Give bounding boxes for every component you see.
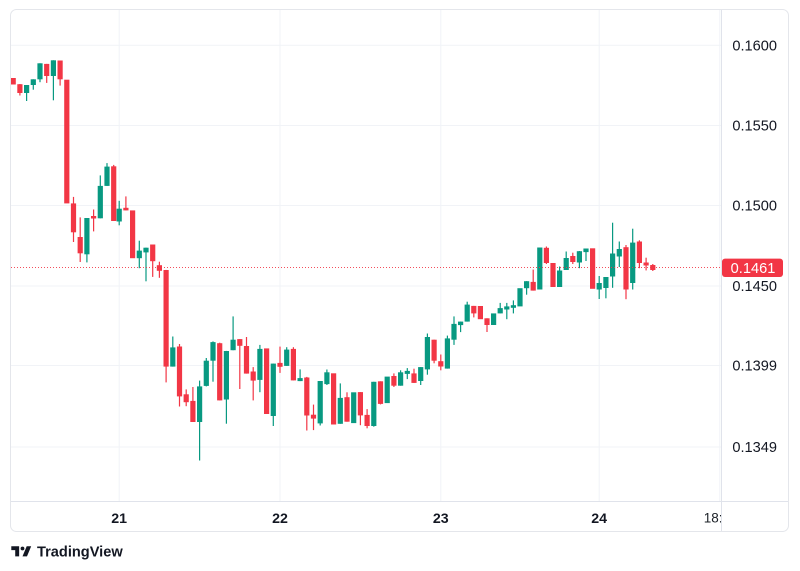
svg-text:0.1550: 0.1550: [732, 119, 777, 135]
svg-text:0.1461: 0.1461: [731, 261, 776, 277]
svg-text:0.1600: 0.1600: [732, 39, 777, 55]
svg-text:21: 21: [111, 511, 127, 527]
svg-text:24: 24: [591, 511, 607, 527]
svg-text:0.1399: 0.1399: [732, 359, 777, 375]
svg-text:23: 23: [433, 511, 449, 527]
svg-text:22: 22: [272, 511, 288, 527]
svg-text:0.1450: 0.1450: [732, 279, 777, 295]
svg-text:0.1500: 0.1500: [732, 199, 777, 215]
svg-text:0.1349: 0.1349: [732, 440, 777, 456]
svg-text:TradingView: TradingView: [37, 545, 123, 561]
